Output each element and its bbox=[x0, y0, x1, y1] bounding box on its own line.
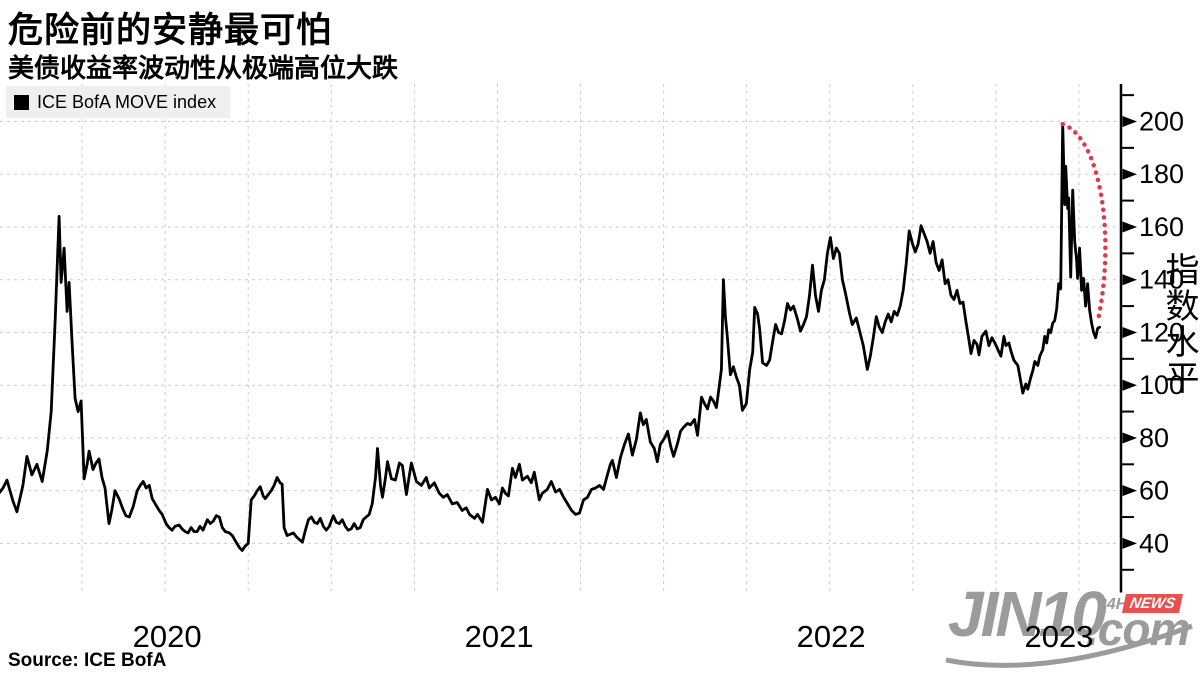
jin10-logo: JIN10 .com 24H NEWS bbox=[938, 582, 1200, 675]
y-axis-major-tick bbox=[1122, 485, 1137, 497]
x-axis-year-label: 2020 bbox=[133, 619, 202, 654]
y-axis-major-tick bbox=[1122, 537, 1137, 549]
y-axis-tick-label: 160 bbox=[1139, 212, 1184, 242]
x-axis-year-label: 2021 bbox=[465, 619, 534, 654]
source-note: Source: ICE BofA bbox=[8, 650, 167, 671]
y-axis-major-tick bbox=[1122, 326, 1137, 338]
y-axis-tick-label: 60 bbox=[1139, 476, 1169, 506]
legend-label: ICE BofA MOVE index bbox=[37, 91, 217, 112]
logo-news-badge: NEWS bbox=[1121, 594, 1184, 613]
y-axis-tick-label: 80 bbox=[1139, 423, 1169, 453]
legend-swatch bbox=[14, 94, 29, 110]
y-axis-major-tick bbox=[1122, 221, 1137, 233]
x-axis-year-label: 2022 bbox=[797, 619, 866, 654]
logo-24h-text: 24H bbox=[1098, 596, 1128, 613]
y-axis-major-tick bbox=[1122, 432, 1137, 444]
page-title: 危险前的安静最可怕 bbox=[8, 11, 333, 50]
logo-domain-text: .com bbox=[1086, 603, 1190, 655]
y-axis-major-tick bbox=[1122, 379, 1137, 391]
decline-annotation-arc bbox=[1060, 121, 1108, 325]
y-axis-major-tick bbox=[1122, 274, 1137, 286]
y-axis-tick-label: 200 bbox=[1139, 107, 1184, 137]
chart-subtitle: 美债收益率波动性从极端高位大跌 bbox=[8, 54, 399, 83]
y-axis-title: 指数水平 bbox=[1160, 252, 1198, 396]
y-axis-major-tick bbox=[1122, 116, 1137, 127]
logo-brand-text: JIN10 bbox=[948, 578, 1107, 650]
move-index-line bbox=[0, 122, 1101, 552]
y-axis-major-tick bbox=[1122, 168, 1137, 180]
logo-swoosh-icon bbox=[945, 623, 1193, 668]
y-axis-tick-label: 180 bbox=[1139, 159, 1184, 189]
legend: ICE BofA MOVE index bbox=[6, 86, 231, 118]
y-axis-tick-label: 40 bbox=[1139, 528, 1169, 558]
